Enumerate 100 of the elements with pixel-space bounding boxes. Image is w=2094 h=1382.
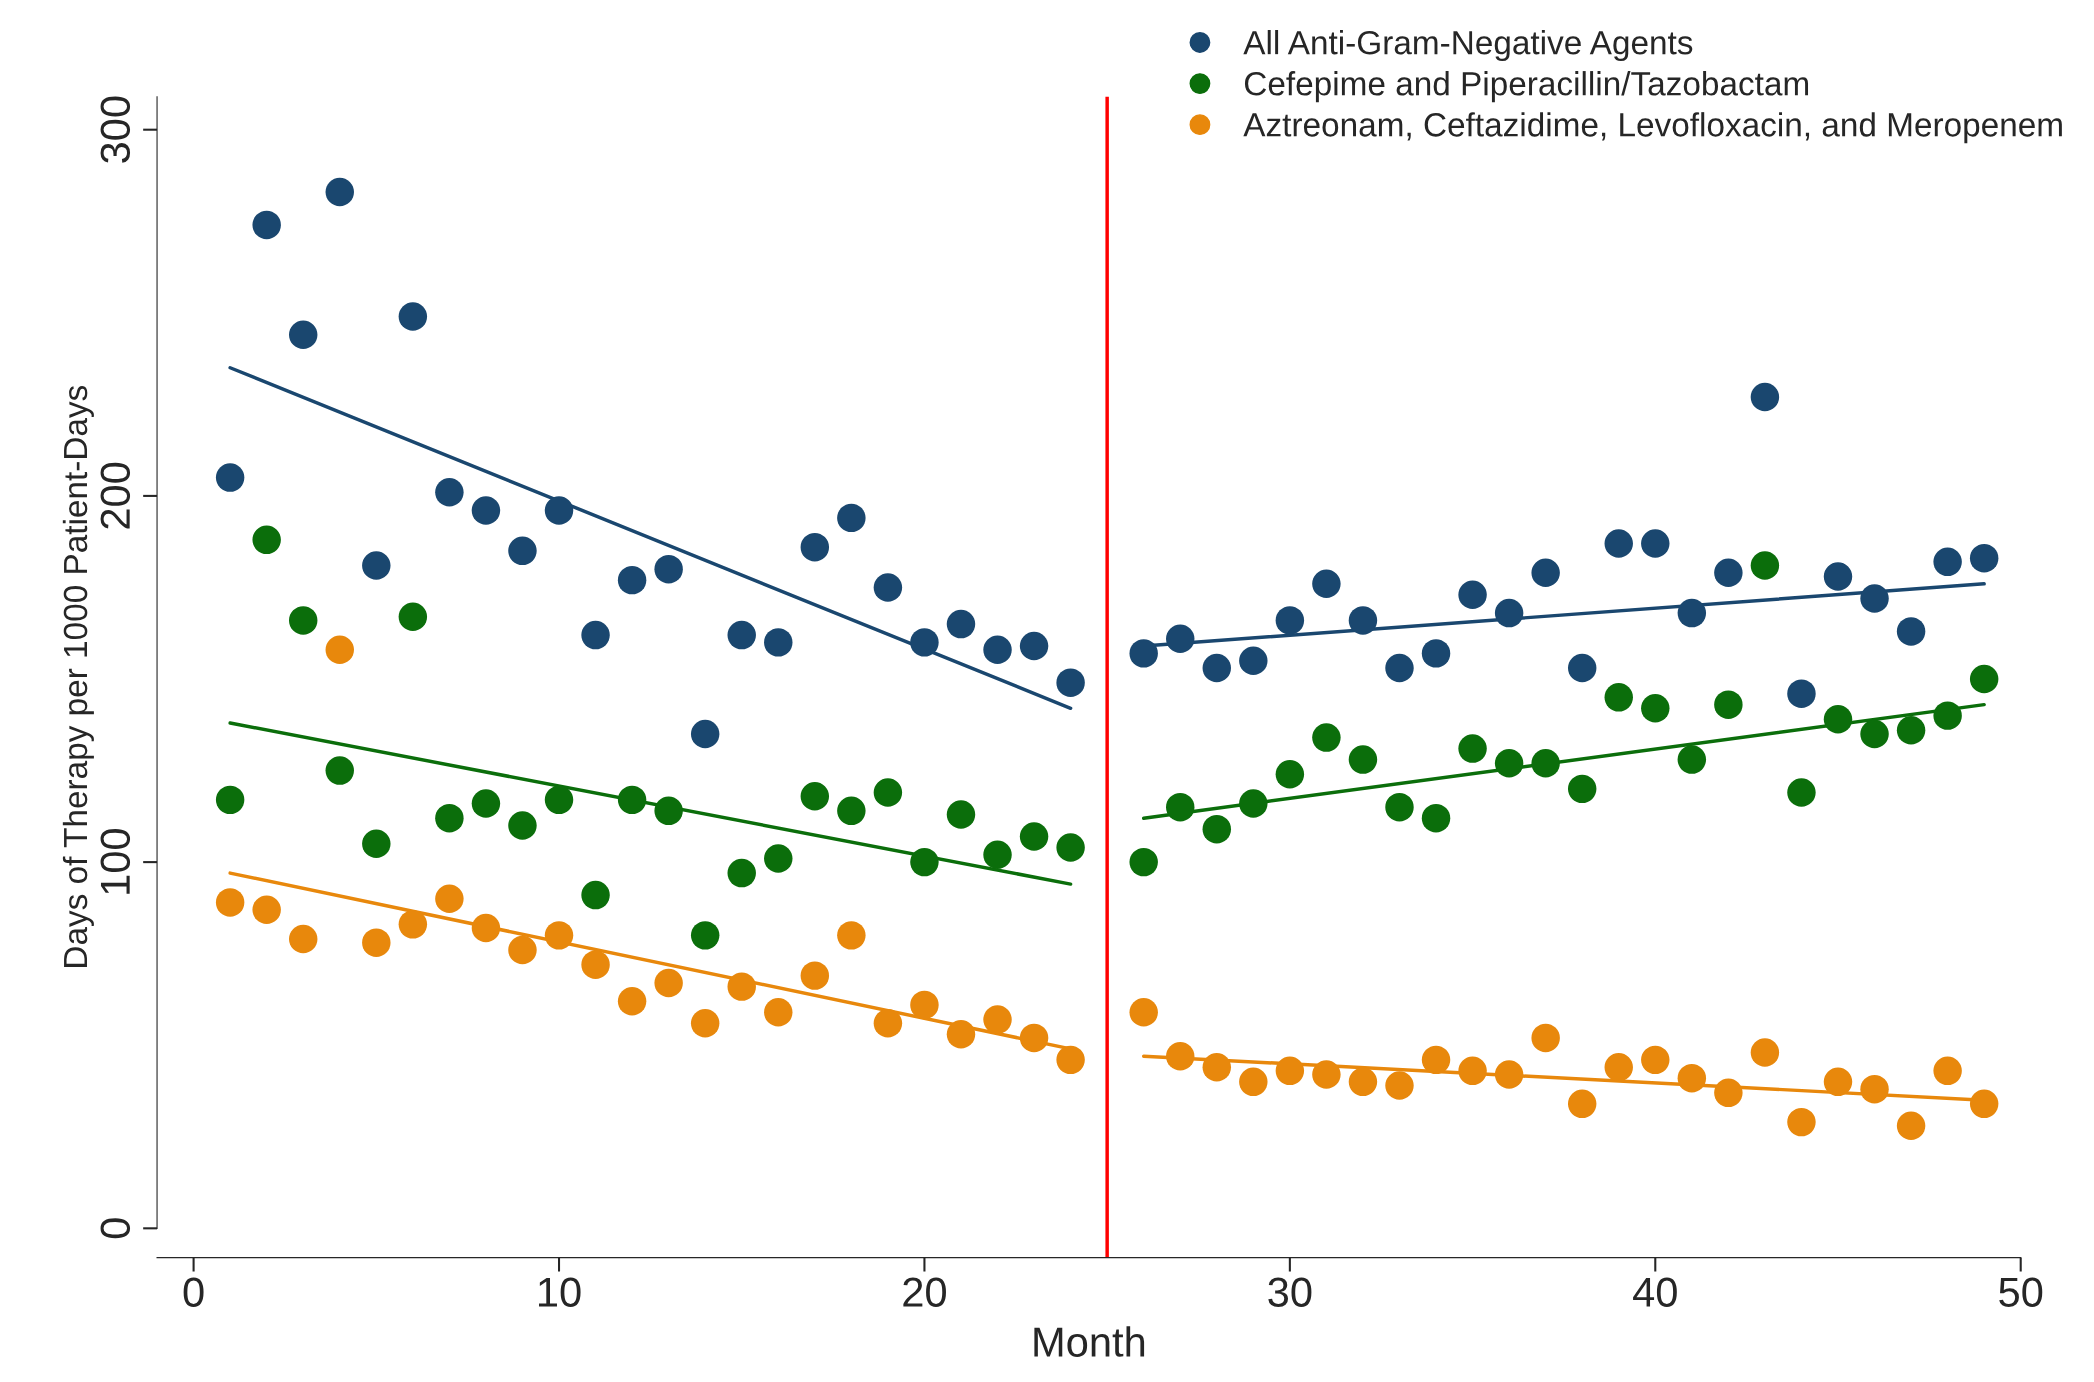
- point: [581, 950, 610, 979]
- point: [1531, 1023, 1560, 1053]
- point: [1933, 547, 1962, 577]
- point: [252, 895, 281, 924]
- point: [1385, 1071, 1414, 1100]
- point: [1312, 569, 1341, 599]
- point: [471, 496, 501, 525]
- point: [1714, 558, 1743, 588]
- point: [1933, 1056, 1962, 1086]
- point: [1275, 759, 1305, 789]
- point: [1202, 1052, 1232, 1082]
- point: [1604, 1052, 1633, 1082]
- point: [617, 565, 647, 595]
- point: [1458, 580, 1487, 610]
- point: [325, 635, 354, 664]
- point: [1641, 1045, 1670, 1075]
- x-tick-label: 20: [903, 1277, 946, 1307]
- point: [764, 628, 793, 657]
- point: [690, 719, 720, 749]
- point: [1969, 664, 1999, 694]
- point: [764, 998, 793, 1027]
- point: [288, 924, 318, 954]
- point: [800, 532, 830, 562]
- point: [983, 1005, 1012, 1034]
- point: [398, 910, 428, 939]
- point: [1531, 558, 1560, 588]
- point: [1677, 598, 1707, 628]
- point: [654, 968, 683, 998]
- point: [362, 551, 391, 580]
- x-tick-label: 0: [183, 1277, 204, 1307]
- point: [544, 785, 574, 815]
- y-tick-label: 100: [100, 828, 131, 894]
- point: [654, 554, 683, 584]
- point: [617, 785, 647, 815]
- point: [617, 987, 647, 1016]
- point: [288, 320, 318, 350]
- point: [1860, 584, 1889, 613]
- point: [1421, 803, 1451, 833]
- point: [983, 840, 1012, 870]
- point: [1129, 847, 1158, 877]
- legend-label: Aztreonam, Ceftazidime, Levofloxacin, and Meropenem: [1243, 112, 2062, 144]
- point: [215, 888, 245, 917]
- point: [1312, 723, 1341, 752]
- point: [1421, 1045, 1451, 1075]
- point: [727, 620, 756, 650]
- point: [1860, 719, 1889, 749]
- point: [1714, 690, 1743, 719]
- point: [837, 921, 866, 950]
- point: [1567, 1089, 1597, 1119]
- point: [837, 503, 866, 533]
- point: [325, 756, 354, 785]
- point: [1860, 1074, 1889, 1104]
- point: [654, 796, 683, 826]
- point: [1750, 1038, 1780, 1067]
- point: [1385, 653, 1414, 683]
- point: [1019, 1023, 1049, 1053]
- point: [1129, 639, 1158, 668]
- point: [910, 990, 939, 1020]
- point: [252, 210, 281, 240]
- point: [873, 1009, 903, 1038]
- point: [398, 602, 428, 631]
- point: [215, 463, 245, 492]
- point: [1714, 1078, 1743, 1108]
- point: [1750, 382, 1780, 412]
- point: [1056, 1045, 1085, 1075]
- point: [1312, 1060, 1341, 1089]
- point: [1823, 1067, 1853, 1097]
- point: [946, 609, 976, 639]
- point: [471, 913, 501, 943]
- point: [764, 844, 793, 873]
- x-axis-title: Month: [1034, 1326, 1145, 1357]
- point: [435, 478, 464, 507]
- point: [800, 961, 830, 990]
- point: [1969, 543, 1999, 573]
- point: [1787, 778, 1816, 807]
- point: [1348, 606, 1378, 635]
- point: [435, 803, 464, 833]
- point: [1166, 792, 1195, 822]
- point: [1458, 1056, 1487, 1086]
- x-tick-label: 40: [1633, 1277, 1677, 1307]
- point: [398, 302, 428, 331]
- point: [946, 1020, 976, 1049]
- legend-label: All Anti-Gram-Negative Agents: [1243, 30, 1693, 62]
- y-axis-title: Days of Therapy per 1000 Patient-Days: [62, 385, 94, 967]
- point: [1348, 1067, 1378, 1097]
- point: [1166, 1041, 1195, 1071]
- point: [544, 921, 574, 950]
- point: [910, 847, 939, 877]
- point: [1348, 745, 1378, 774]
- y-tick-label: 300: [100, 96, 131, 163]
- point: [1056, 833, 1085, 862]
- point: [1641, 694, 1670, 723]
- point: [1239, 789, 1268, 818]
- y-tick-label: 200: [100, 462, 131, 529]
- point: [1494, 749, 1524, 778]
- point: [1677, 745, 1707, 774]
- point: [1385, 792, 1414, 822]
- x-tick-label: 50: [1999, 1277, 2043, 1307]
- point: [581, 620, 610, 650]
- point: [1567, 774, 1597, 804]
